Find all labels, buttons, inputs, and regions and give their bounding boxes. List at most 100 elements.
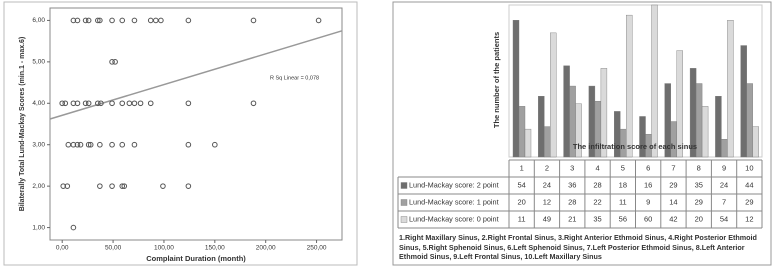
point — [158, 17, 164, 24]
y-tick-label: 5,00 — [32, 59, 45, 66]
point — [70, 100, 77, 107]
table-value: 54 — [517, 180, 525, 189]
point — [85, 17, 92, 24]
point — [109, 17, 115, 24]
point — [74, 141, 81, 148]
legend-label: Lund-Mackay score: 1 point — [409, 197, 499, 206]
point — [109, 59, 115, 65]
table-value: 12 — [745, 214, 753, 223]
point — [82, 100, 89, 107]
table-value: 36 — [568, 180, 576, 189]
point — [109, 100, 115, 107]
footnote: 1.Right Maxillary Sinus, 2.Right Frontal… — [399, 233, 757, 261]
point — [119, 141, 126, 148]
x-tick-label: 200,00 — [256, 245, 276, 252]
point — [95, 17, 101, 24]
bar — [626, 14, 633, 158]
point — [147, 100, 154, 107]
table-value: 22 — [593, 197, 601, 206]
point — [121, 183, 128, 189]
category-label: 1 — [520, 163, 524, 172]
y-tick-label: 1,00 — [32, 224, 45, 231]
bar — [512, 20, 520, 158]
table-value: 35 — [593, 214, 601, 223]
bar — [600, 68, 608, 158]
point — [64, 183, 71, 189]
table-value: 20 — [695, 214, 703, 223]
point — [77, 141, 84, 148]
point — [87, 141, 94, 148]
table-value: 29 — [745, 197, 753, 206]
legend-label: Lund-Mackay score: 0 point — [409, 214, 499, 223]
table-value: 11 — [619, 197, 627, 206]
point — [59, 100, 66, 107]
table-value: 44 — [745, 180, 753, 189]
point — [137, 100, 144, 107]
point — [97, 183, 103, 189]
x-tick-label: 100,00 — [154, 245, 174, 252]
category-label: 6 — [646, 163, 650, 172]
bar — [575, 103, 582, 158]
legend-label: Lund-Mackay score: 2 point — [409, 180, 499, 189]
point — [250, 17, 257, 24]
point — [60, 183, 67, 189]
table-value: 12 — [543, 197, 551, 206]
category-label: 3 — [570, 163, 574, 172]
legend-swatch — [400, 182, 408, 189]
table-value: 24 — [720, 180, 728, 189]
x-tick-label: 150,00 — [205, 245, 225, 252]
point — [85, 100, 92, 107]
point — [131, 100, 138, 107]
point — [112, 59, 118, 65]
bar — [676, 50, 683, 158]
point — [109, 141, 115, 148]
category-label: 7 — [671, 163, 675, 172]
y-tick-label: 2,00 — [32, 183, 45, 190]
plot-area — [49, 7, 343, 241]
table-value: 7 — [722, 197, 726, 206]
table-value: 54 — [720, 214, 728, 223]
x-tick-label: 0,00 — [56, 245, 69, 252]
point — [185, 100, 192, 107]
point — [98, 100, 104, 107]
bar — [727, 20, 734, 158]
table-value: 20 — [517, 197, 525, 206]
y-tick-label: 6,00 — [32, 17, 45, 24]
table-value: 28 — [593, 180, 601, 189]
point — [97, 17, 103, 24]
category-label: 10 — [745, 163, 753, 172]
table-value: 24 — [543, 180, 551, 189]
x-axis-label: Complaint Duration (month) — [146, 254, 246, 263]
table-value: 9 — [646, 197, 650, 206]
y-tick-label: 3,00 — [32, 141, 45, 148]
point — [119, 17, 126, 24]
point — [70, 17, 77, 24]
table-value: 18 — [619, 180, 627, 189]
y-tick-label: 4,00 — [32, 100, 45, 107]
bar — [701, 106, 709, 158]
point — [97, 141, 103, 148]
legend-swatch — [400, 199, 408, 206]
x-axis-label: The infiltration score of each sinus — [573, 142, 697, 151]
point — [74, 17, 81, 24]
point — [74, 100, 81, 107]
annotation: R Sq Linear = 0,078 — [270, 75, 319, 81]
category-label: 8 — [697, 163, 701, 172]
table-value: 29 — [695, 197, 703, 206]
point — [131, 17, 138, 24]
bar — [746, 83, 753, 158]
point — [185, 17, 192, 24]
point — [185, 141, 192, 148]
bar — [664, 83, 671, 158]
table-value: 16 — [644, 180, 652, 189]
y-axis-label: The number of the patients — [492, 32, 501, 128]
point — [109, 183, 115, 189]
bar — [550, 32, 557, 158]
point — [62, 100, 69, 107]
bar — [740, 45, 747, 158]
table-value: 42 — [669, 214, 677, 223]
table-value: 14 — [669, 197, 677, 206]
point — [82, 17, 89, 24]
